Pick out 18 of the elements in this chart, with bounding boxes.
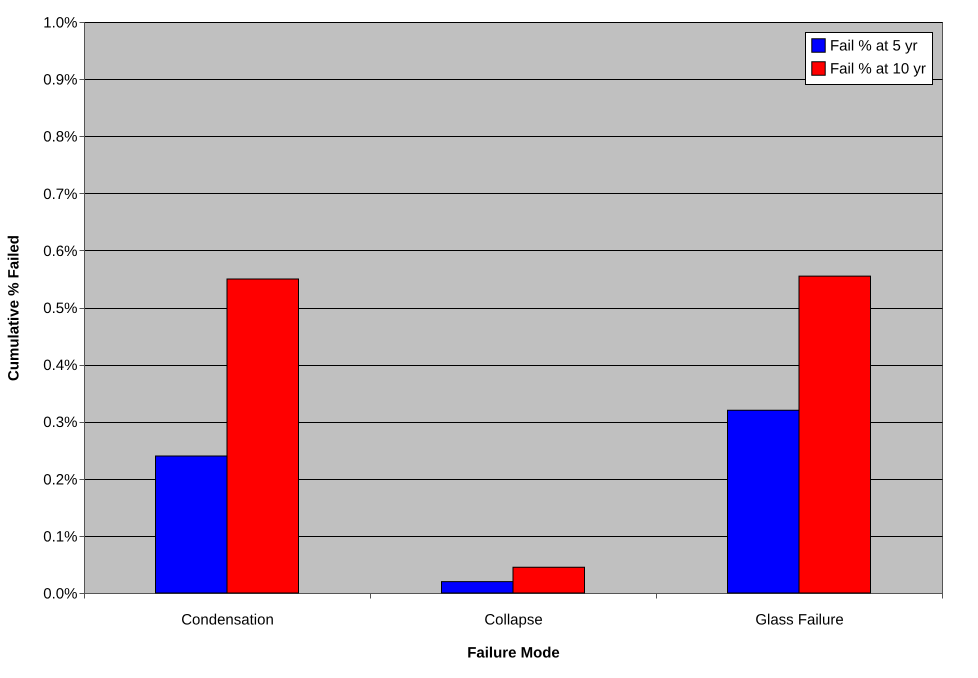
legend-label: Fail % at 5 yr bbox=[830, 38, 918, 54]
y-axis-title: Cumulative % Failed bbox=[5, 235, 22, 381]
y-tick-label: 0.3% bbox=[43, 414, 78, 432]
y-tick-label: 0.2% bbox=[43, 471, 78, 488]
y-tick-label: 0.8% bbox=[43, 128, 78, 146]
x-tick-label: Collapse bbox=[484, 612, 543, 628]
y-tick-label: 0.6% bbox=[43, 242, 78, 260]
legend-label: Fail % at 10 yr bbox=[830, 60, 926, 78]
y-tick-label: 0.1% bbox=[43, 528, 78, 546]
y-tick-label: 0.4% bbox=[43, 357, 78, 374]
y-tick-label: 0.0% bbox=[43, 586, 78, 602]
y-tick-label: 0.5% bbox=[43, 300, 78, 317]
y-tick-label: 1.0% bbox=[43, 14, 78, 32]
y-tick-label: 0.9% bbox=[43, 72, 78, 89]
x-axis-title: Failure Mode bbox=[467, 644, 560, 662]
x-tick-label: Glass Failure bbox=[755, 612, 844, 628]
x-tick-label: Condensation bbox=[181, 612, 274, 628]
y-tick-label: 0.7% bbox=[43, 186, 78, 203]
